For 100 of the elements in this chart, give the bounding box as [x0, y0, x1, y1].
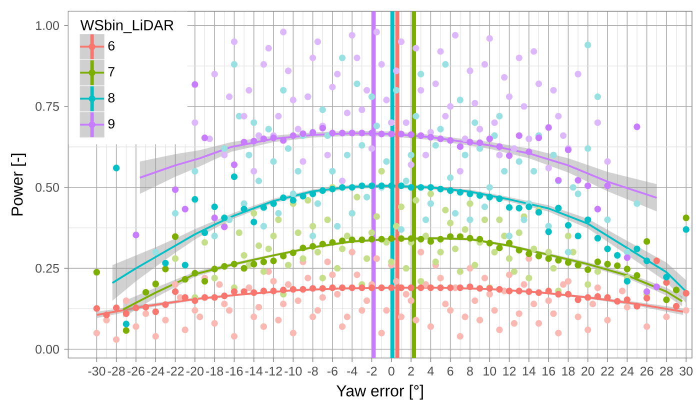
- point: [408, 131, 414, 138]
- x-tick-label: 30: [680, 366, 693, 376]
- point: [113, 164, 120, 172]
- point: [663, 274, 670, 280]
- point: [418, 236, 424, 243]
- point: [437, 136, 444, 142]
- point: [584, 182, 592, 190]
- point: [535, 252, 542, 260]
- point: [624, 254, 630, 261]
- point: [192, 196, 198, 203]
- point: [201, 278, 208, 285]
- x-tick-label: -10: [284, 366, 302, 376]
- point: [192, 270, 198, 277]
- point: [240, 206, 248, 212]
- legend-label: 6: [108, 41, 115, 51]
- x-tick-label: 28: [660, 366, 673, 376]
- point: [270, 258, 277, 264]
- point: [358, 182, 366, 190]
- point: [564, 222, 572, 229]
- point: [456, 143, 464, 150]
- point: [398, 182, 405, 190]
- point: [466, 190, 474, 198]
- point: [201, 134, 208, 142]
- x-tick-label: 6: [447, 366, 454, 376]
- point: [456, 188, 464, 196]
- point: [486, 240, 493, 246]
- x-tick-label: -26: [127, 366, 144, 376]
- point: [93, 268, 100, 276]
- point: [643, 288, 650, 295]
- point: [496, 195, 503, 202]
- x-axis-title: Yaw error [°]: [336, 384, 423, 400]
- point: [516, 132, 522, 139]
- point: [221, 263, 228, 270]
- point: [388, 182, 395, 190]
- point: [614, 262, 621, 270]
- x-tick-label: 20: [582, 366, 594, 376]
- point: [211, 214, 218, 222]
- x-tick-label: 18: [562, 366, 575, 376]
- point: [309, 190, 316, 198]
- point: [201, 229, 208, 236]
- point: [290, 249, 296, 256]
- point: [604, 260, 611, 268]
- point: [280, 194, 287, 202]
- legend-label: 9: [108, 119, 114, 129]
- point: [378, 130, 385, 138]
- point: [408, 235, 414, 242]
- point: [555, 256, 562, 264]
- point: [230, 173, 238, 180]
- point: [211, 203, 218, 210]
- point: [182, 206, 188, 212]
- x-tick-label: 12: [503, 366, 516, 376]
- point: [418, 184, 424, 191]
- point: [584, 216, 592, 224]
- point: [564, 259, 572, 266]
- legend-title: WSbin_LiDAR: [80, 20, 174, 34]
- point: [348, 236, 356, 244]
- point: [309, 129, 316, 136]
- point: [447, 137, 454, 144]
- point: [496, 143, 503, 150]
- point: [408, 184, 414, 191]
- point: [476, 139, 484, 146]
- point: [270, 200, 277, 207]
- point: [319, 187, 326, 194]
- x-tick-label: -18: [206, 366, 224, 376]
- x-tick-label: -28: [108, 366, 125, 376]
- point: [221, 214, 228, 222]
- point: [240, 138, 248, 146]
- point: [358, 236, 366, 244]
- point: [162, 266, 169, 272]
- point: [329, 130, 336, 136]
- point: [338, 130, 346, 136]
- point: [643, 238, 650, 245]
- point: [584, 266, 592, 273]
- x-tick-label: -22: [166, 366, 184, 376]
- y-tick-label: 1.00: [36, 21, 60, 30]
- x-tick-label: 22: [601, 366, 614, 376]
- point: [526, 148, 532, 156]
- point: [122, 320, 130, 328]
- point: [338, 237, 346, 244]
- point: [526, 203, 532, 210]
- point: [535, 208, 542, 216]
- point: [506, 204, 513, 211]
- point: [182, 276, 188, 283]
- point: [250, 138, 258, 144]
- point: [506, 240, 513, 246]
- x-tick-label: -14: [245, 366, 263, 376]
- point: [398, 130, 405, 138]
- point: [122, 327, 130, 334]
- x-tick-label: -8: [308, 366, 318, 376]
- point: [535, 134, 542, 142]
- point: [672, 286, 680, 294]
- point: [574, 176, 582, 184]
- x-tick-label: -20: [186, 366, 204, 376]
- point: [230, 161, 238, 168]
- x-tick-label: -24: [147, 366, 164, 376]
- point: [437, 186, 444, 192]
- point: [270, 134, 277, 142]
- point: [418, 132, 424, 139]
- point: [545, 255, 552, 262]
- x-tick-label: 16: [542, 366, 555, 376]
